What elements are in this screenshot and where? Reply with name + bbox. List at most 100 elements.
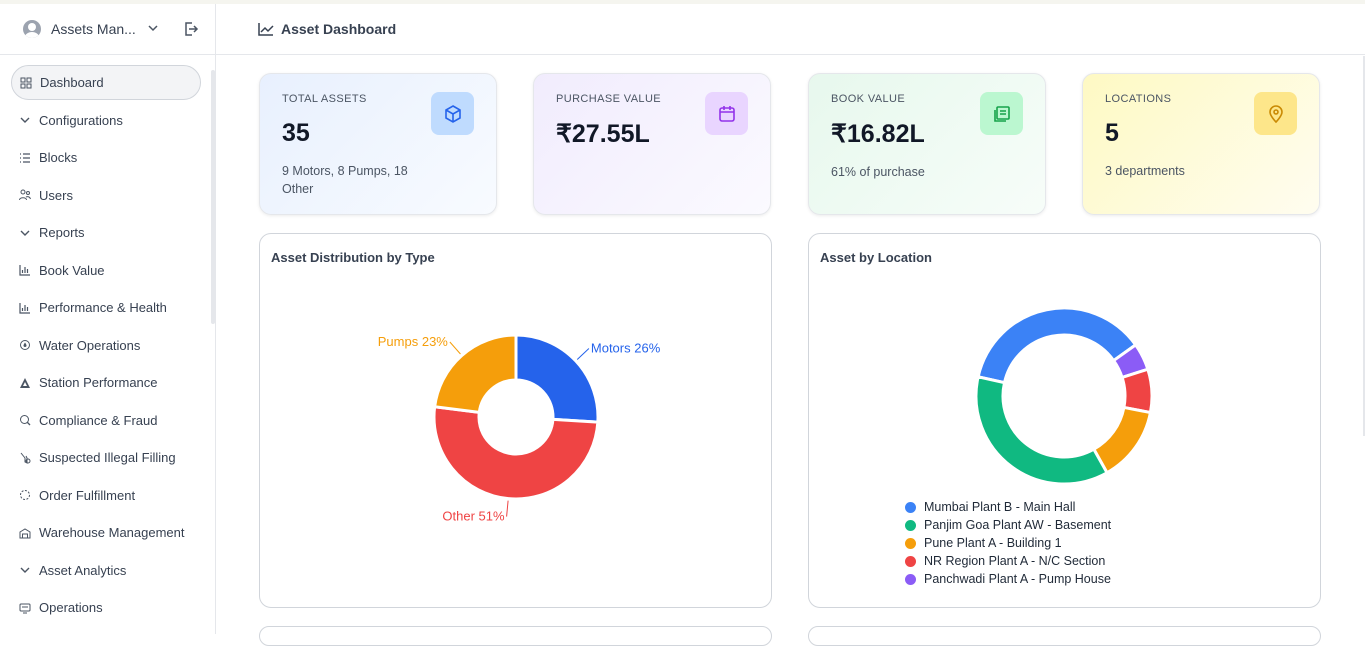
sidebar-item-label: Compliance & Fraud [39,412,158,428]
sidebar-item-label: Users [39,187,73,203]
legend-item[interactable]: NR Region Plant A - N/C Section [905,552,1111,570]
slice-label: Pumps 23% [378,334,449,349]
sidebar-item-label: Order Fulfillment [39,487,136,503]
shield-icon [19,414,31,426]
label-leader-line [576,348,590,360]
sidebar-item-dashboard[interactable]: Dashboard [11,65,201,100]
chevron-down-icon [19,227,31,239]
card-label: TOTAL ASSETS [282,93,367,105]
chevron-down-icon [19,564,31,576]
slice-label: Motors 26% [591,341,661,356]
sidebar-item-compliance-fraud[interactable]: Compliance & Fraud [11,403,201,438]
legend-item[interactable]: Mumbai Plant B - Main Hall [905,498,1111,516]
sidebar-item-reports[interactable]: Reports [11,215,201,250]
cube-icon [431,92,474,135]
card-label: PURCHASE VALUE [556,93,662,105]
card-label: LOCATIONS [1105,93,1172,105]
location-panel: Asset by Location Mumbai Plant B - Main … [808,233,1321,608]
slice-panjim-goa-plant-aw-basement[interactable] [974,375,1110,486]
chart-title: Asset by Location [820,250,932,265]
warehouse-icon [19,527,31,539]
sidebar-item-operations[interactable]: Operations [11,590,201,625]
sidebar-item-label: Water Operations [39,337,141,353]
legend-label: Panchwadi Plant A - Pump House [924,572,1111,586]
monitor-icon [19,602,31,614]
slice-label: Other 51% [442,509,505,524]
legend-swatch [905,537,916,549]
legend-label: Pune Plant A - Building 1 [924,536,1062,550]
chart-title: Asset Distribution by Type [271,250,435,265]
logout-icon[interactable] [181,20,199,38]
sidebar-item-asset-analytics[interactable]: Asset Analytics [11,553,201,588]
card-label: BOOK VALUE [831,93,906,105]
user-avatar-icon[interactable] [23,20,41,38]
sidebar-item-label: Warehouse Management [39,525,185,540]
bar-chart-icon [19,302,31,314]
card-subtext: 3 departments [1105,164,1185,178]
map-pin-icon [1254,92,1297,135]
sidebar-item-blocks[interactable]: Blocks [11,140,201,175]
card-subtext: 9 Motors, 8 Pumps, 18 Other [282,164,408,196]
sidebar-item-users[interactable]: Users [11,178,201,213]
sidebar-item-label: Suspected Illegal Filling [39,450,176,465]
slice-nr-region-plant-a-n-c-section[interactable] [1120,367,1154,415]
legend-swatch [905,501,916,513]
legend-item[interactable]: Panjim Goa Plant AW - Basement [905,516,1111,534]
purchase-value-card: PURCHASE VALUE ₹27.55L [533,73,771,215]
lower-panel-right [808,626,1321,646]
top-strip [0,0,1365,4]
sidebar-item-label: Book Value [39,262,105,278]
droplet-icon [19,339,31,351]
legend-label: NR Region Plant A - N/C Section [924,554,1106,568]
app-title[interactable]: Assets Man... [51,21,136,37]
trending-chart-icon [258,23,274,36]
sidebar-scrollbar[interactable] [211,70,215,324]
page-header: Asset Dashboard [216,4,1365,55]
slice-motors[interactable] [514,333,600,424]
filter-icon [19,452,31,464]
card-value: ₹27.55L [556,120,650,148]
slice-other[interactable] [432,405,600,501]
sidebar-item-label: Operations [39,600,103,615]
sidebar-item-label: Configurations [39,112,123,128]
legend-swatch [905,519,916,531]
sidebar-item-book-value[interactable]: Book Value [11,253,201,288]
sidebar-item-performance-health[interactable]: Performance & Health [11,290,201,325]
users-icon [19,189,31,201]
page-title: Asset Dashboard [281,21,397,37]
slice-mumbai-plant-b-main-hall[interactable] [976,306,1138,385]
legend-swatch [905,555,916,567]
legend-swatch [905,573,916,585]
sidebar-item-label: Reports [39,225,85,240]
legend-item[interactable]: Panchwadi Plant A - Pump House [905,570,1111,588]
chevron-down-icon [19,114,31,126]
card-value: 35 [282,119,310,147]
sidebar-item-warehouse-management[interactable]: Warehouse Management [11,515,201,550]
book-icon [980,92,1023,135]
circle-dashed-icon [19,489,31,501]
legend-label: Mumbai Plant B - Main Hall [924,500,1076,514]
slice-pumps[interactable] [432,333,518,415]
legend-label: Panjim Goa Plant AW - Basement [924,518,1112,532]
type-donut-chart: Motors 26% Other 51% Pumps 23% [378,333,661,524]
main-scrollbar[interactable] [1363,56,1365,436]
sidebar: Assets Man... Dashboard Configurations Blo… [0,4,216,634]
legend-item[interactable]: Pune Plant A - Building 1 [905,534,1111,552]
sidebar-item-station-performance[interactable]: Station Performance [11,365,201,400]
card-value: ₹16.82L [831,120,925,148]
sidebar-item-label: Dashboard [40,75,104,90]
sidebar-item-water-operations[interactable]: Water Operations [11,328,201,363]
calendar-icon [705,92,748,135]
grid-icon [20,77,32,89]
sidebar-item-label: Blocks [39,150,78,165]
location-donut-chart [974,306,1154,486]
chevron-down-icon[interactable] [147,22,159,37]
sidebar-item-order-fulfillment[interactable]: Order Fulfillment [11,478,201,513]
book-value-card: BOOK VALUE ₹16.82L 61% of purchase [808,73,1046,215]
sidebar-item-label: Asset Analytics [39,562,127,578]
sidebar-item-configurations[interactable]: Configurations [11,103,201,138]
total-assets-card: TOTAL ASSETS 35 9 Motors, 8 Pumps, 18 Ot… [259,73,497,215]
sidebar-item-suspected-illegal-filling[interactable]: Suspected Illegal Filling [11,440,201,475]
main-content: Asset Dashboard TOTAL ASSETS 35 9 Motors… [216,4,1365,646]
label-leader-line [506,500,509,517]
